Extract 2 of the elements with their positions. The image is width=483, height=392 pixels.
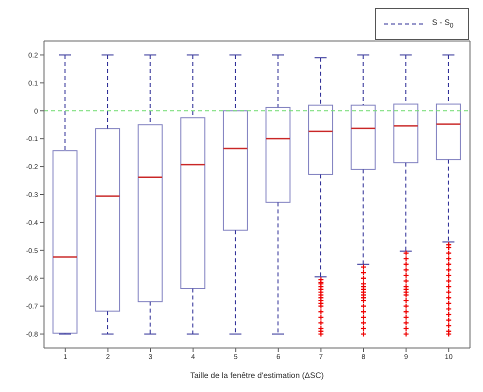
x-axis-title: Taille de la fenêtre d'estimation (ΔSC): [190, 371, 324, 380]
text: S - S$_{0}$: [432, 18, 454, 30]
